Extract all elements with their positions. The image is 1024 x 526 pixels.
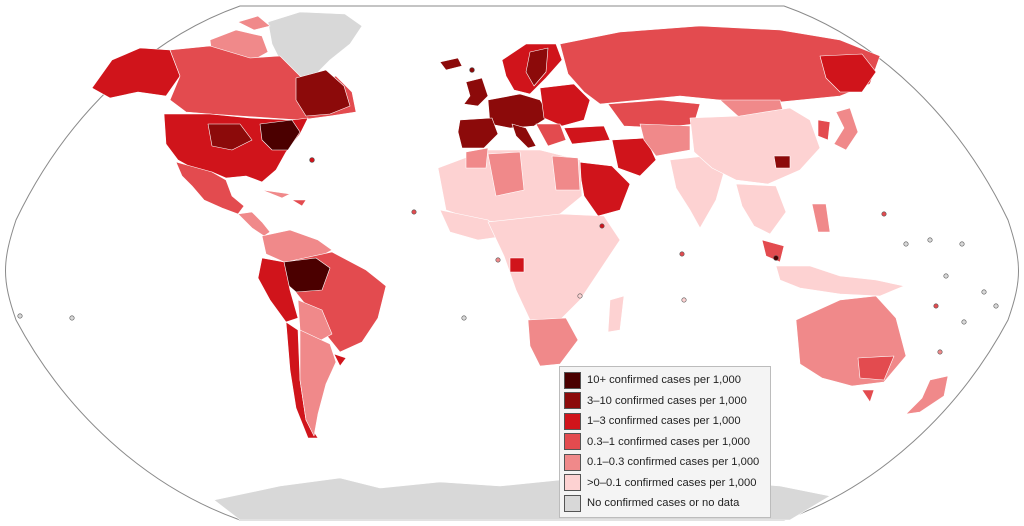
southeast-asia (735, 183, 787, 235)
legend-item: 3–10 confirmed cases per 1,000 (564, 391, 766, 412)
island-marker (943, 273, 949, 279)
hispaniola (291, 199, 307, 207)
legend-swatch (564, 433, 581, 451)
central-america (237, 211, 271, 237)
island-marker (577, 293, 583, 299)
egypt (551, 155, 581, 191)
legend-item: No confirmed cases or no data (564, 493, 766, 514)
south-africa (527, 317, 579, 367)
legend-label: 10+ confirmed cases per 1,000 (587, 374, 741, 387)
legend-swatch (564, 371, 581, 389)
balkans (535, 123, 567, 147)
island-marker (959, 241, 965, 247)
map-legend: 10+ confirmed cases per 1,000 3–10 confir… (559, 366, 771, 518)
tasmania (861, 389, 875, 403)
island-marker (411, 209, 417, 215)
legend-item: 10+ confirmed cases per 1,000 (564, 370, 766, 391)
legend-item: 0.1–0.3 confirmed cases per 1,000 (564, 452, 766, 473)
malaysia-singapore (761, 239, 785, 263)
japan (833, 107, 859, 151)
island-marker (773, 255, 779, 261)
island-marker (933, 303, 939, 309)
legend-label: >0–0.1 confirmed cases per 1,000 (587, 476, 757, 489)
cuba (261, 189, 291, 199)
alaska (91, 47, 181, 99)
us-midwest (207, 123, 253, 151)
island-marker (961, 319, 967, 325)
russia (559, 25, 881, 105)
legend-swatch (564, 392, 581, 410)
korea (817, 119, 831, 141)
arabia (577, 161, 631, 217)
island-marker (69, 315, 75, 321)
victoria-nsw (857, 355, 895, 381)
legend-swatch (564, 494, 581, 512)
legend-label: 3–10 confirmed cases per 1,000 (587, 394, 747, 407)
island-marker (993, 303, 999, 309)
legend-label: No confirmed cases or no data (587, 497, 740, 510)
west-africa (439, 209, 507, 241)
quebec (295, 69, 351, 117)
island-marker (469, 67, 475, 73)
legend-label: 1–3 confirmed cases per 1,000 (587, 415, 741, 428)
gabon (509, 257, 525, 273)
philippines (811, 203, 831, 233)
central-east-africa (487, 213, 621, 321)
us-northeast (259, 119, 301, 151)
island-marker (599, 223, 605, 229)
island-marker (679, 251, 685, 257)
chile (285, 321, 319, 439)
legend-swatch (564, 453, 581, 471)
turkey (563, 125, 611, 145)
iceland (439, 57, 463, 71)
argentina (299, 329, 337, 437)
indonesia (775, 265, 905, 297)
island-marker (981, 289, 987, 295)
legend-item: 0.3–1 confirmed cases per 1,000 (564, 432, 766, 453)
island-marker (17, 313, 23, 319)
legend-label: 0.1–0.3 confirmed cases per 1,000 (587, 456, 760, 469)
island-marker (309, 157, 315, 163)
legend-item: 1–3 confirmed cases per 1,000 (564, 411, 766, 432)
algeria (487, 151, 525, 197)
legend-item: >0–0.1 confirmed cases per 1,000 (564, 473, 766, 494)
island-marker (681, 297, 687, 303)
island-marker (461, 315, 467, 321)
hubei (773, 155, 791, 169)
legend-swatch (564, 412, 581, 430)
island-marker (881, 211, 887, 217)
central-asia (639, 123, 691, 157)
island-marker (903, 241, 909, 247)
russia-far-east (819, 53, 877, 93)
island-marker (927, 237, 933, 243)
island-marker (937, 349, 943, 355)
island-marker (495, 257, 501, 263)
uruguay (333, 353, 347, 367)
morocco (465, 147, 489, 169)
legend-swatch (564, 474, 581, 492)
peru (257, 257, 299, 323)
new-zealand (905, 375, 949, 415)
iberia (457, 117, 499, 149)
legend-label: 0.3–1 confirmed cases per 1,000 (587, 435, 750, 448)
eastern-europe (539, 83, 591, 127)
uk-ireland (463, 77, 489, 107)
sweden (525, 47, 549, 87)
madagascar (607, 295, 625, 333)
iran (611, 137, 657, 177)
italy (511, 123, 537, 149)
